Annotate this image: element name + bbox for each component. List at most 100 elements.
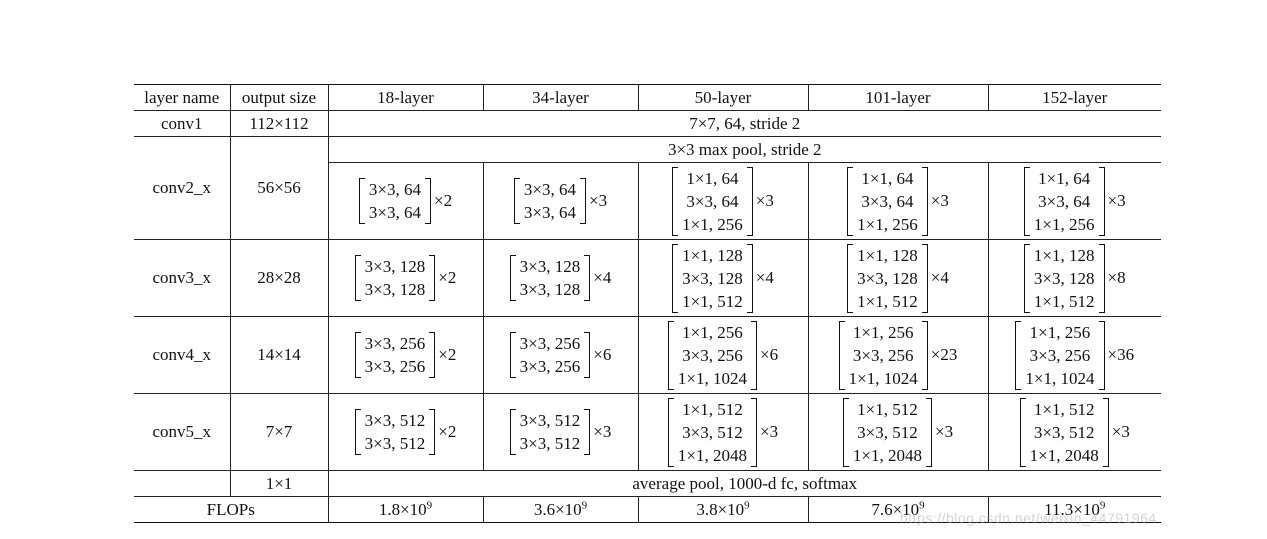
conv3-block-2: 1×1, 128 3×3, 128 1×1, 512 ×4 (637, 239, 809, 317)
residual-block: 1×1, 512 3×3, 512 1×1, 2048 ×3 (1019, 397, 1130, 467)
block-multiplier: ×3 (935, 422, 954, 441)
block-layer-spec: 3×3, 512 (519, 411, 581, 430)
flops-value-3: 7.6×109 (807, 496, 989, 523)
residual-block: 3×3, 64 3×3, 64 ×2 (358, 178, 453, 224)
flops-value-0: 1.8×109 (327, 496, 484, 523)
block-multiplier: ×6 (760, 345, 779, 364)
final-row: 1×1 average pool, 1000-d fc, softmax (134, 470, 1161, 497)
flops-value-1: 3.6×109 (482, 496, 639, 523)
block-bracket: 1×1, 64 3×3, 64 1×1, 256 (1023, 166, 1105, 236)
block-layer-spec: 3×3, 512 (682, 422, 743, 442)
block-layer-spec: 3×3, 256 (519, 334, 581, 353)
conv5-block-1: 3×3, 512 3×3, 512 ×3 (482, 393, 639, 471)
block-layer-spec: 1×1, 512 (682, 399, 743, 419)
block-layer-spec: 1×1, 512 (857, 399, 918, 419)
block-multiplier: ×3 (593, 422, 612, 441)
block-bracket: 3×3, 64 3×3, 64 (513, 178, 587, 224)
conv3-name: conv3_x (134, 239, 231, 317)
header-34-layer: 34-layer (482, 84, 639, 111)
block-multiplier: ×3 (589, 191, 608, 210)
block-bracket: 1×1, 512 3×3, 512 1×1, 2048 (1019, 397, 1109, 467)
header-output-size: output size (229, 84, 329, 111)
conv2-name: conv2_x (134, 136, 231, 240)
block-layer-spec: 3×3, 512 (364, 434, 426, 453)
block-layer-spec: 3×3, 512 (364, 411, 426, 430)
block-bracket: 1×1, 128 3×3, 128 1×1, 512 (672, 243, 753, 313)
block-layer-spec: 3×3, 64 (368, 203, 421, 222)
flops-mantissa: 1.8×10 (378, 499, 427, 519)
block-layer-spec: 1×1, 64 (686, 168, 739, 188)
block-multiplier: ×8 (1107, 268, 1126, 287)
block-layer-spec: 1×1, 2048 (852, 445, 922, 465)
block-layer-spec: 1×1, 256 (682, 214, 743, 234)
flops-exponent: 9 (426, 498, 433, 511)
conv4-name: conv4_x (134, 316, 231, 394)
block-layer-spec: 3×3, 64 (523, 203, 576, 222)
conv1-size: 112×112 (229, 110, 329, 137)
block-bracket: 1×1, 512 3×3, 512 1×1, 2048 (842, 397, 933, 467)
conv3-block-0: 3×3, 128 3×3, 128 ×2 (327, 239, 484, 317)
flops-mantissa: 3.8×10 (696, 499, 745, 519)
block-layer-spec: 3×3, 64 (368, 180, 421, 199)
conv2-blocks-row: 3×3, 64 3×3, 64 ×2 3×3, 64 3×3, 64 ×3 1×1, 64 3… (134, 162, 1161, 240)
block-layer-spec: 3×3, 128 (519, 257, 581, 276)
block-layer-spec: 3×3, 128 (857, 268, 918, 288)
residual-block: 1×1, 128 3×3, 128 1×1, 512 ×8 (1023, 243, 1126, 313)
flops-exponent: 9 (581, 498, 588, 511)
block-layer-spec: 3×3, 256 (364, 334, 426, 353)
conv2-block-1: 3×3, 64 3×3, 64 ×3 (482, 162, 639, 240)
flops-mantissa: 3.6×10 (533, 499, 582, 519)
flops-row: FLOPs 1.8×109 3.6×109 3.8×109 7.6×109 11.3×1… (134, 496, 1161, 523)
block-multiplier: ×3 (760, 422, 779, 441)
block-layer-spec: 1×1, 256 (1029, 322, 1091, 342)
flops-exponent: 9 (919, 498, 925, 511)
block-multiplier: ×3 (930, 191, 949, 210)
block-layer-spec: 1×1, 1024 (1025, 368, 1095, 388)
block-multiplier: ×6 (593, 345, 612, 364)
block-multiplier: ×4 (930, 268, 949, 287)
residual-block: 3×3, 64 3×3, 64 ×3 (513, 178, 608, 224)
block-multiplier: ×36 (1107, 345, 1135, 364)
block-bracket: 1×1, 128 3×3, 128 1×1, 512 (847, 243, 928, 313)
residual-block: 3×3, 128 3×3, 128 ×2 (354, 255, 457, 301)
residual-block: 1×1, 128 3×3, 128 1×1, 512 ×4 (847, 243, 949, 313)
block-layer-spec: 1×1, 2048 (1029, 445, 1099, 465)
block-layer-spec: 3×3, 128 (364, 257, 426, 276)
block-bracket: 1×1, 64 3×3, 64 1×1, 256 (672, 166, 753, 236)
header-18-layer: 18-layer (327, 84, 484, 111)
block-layer-spec: 1×1, 64 (1038, 168, 1091, 188)
block-bracket: 3×3, 128 3×3, 128 (509, 255, 591, 301)
block-multiplier: ×2 (438, 345, 457, 364)
final-size: 1×1 (229, 470, 329, 497)
block-layer-spec: 3×3, 64 (1038, 191, 1091, 211)
flops-exponent: 9 (1099, 498, 1106, 511)
conv5-name: conv5_x (134, 393, 231, 471)
residual-block: 1×1, 64 3×3, 64 1×1, 256 ×3 (1023, 166, 1126, 236)
block-multiplier: ×2 (434, 191, 453, 210)
residual-block: 1×1, 256 3×3, 256 1×1, 1024 ×23 (838, 320, 957, 390)
block-bracket: 1×1, 64 3×3, 64 1×1, 256 (847, 166, 928, 236)
conv1-name: conv1 (134, 110, 231, 137)
residual-block: 3×3, 256 3×3, 256 ×2 (354, 332, 457, 378)
block-layer-spec: 3×3, 128 (682, 268, 743, 288)
flops-exponent: 9 (744, 498, 750, 511)
block-layer-spec: 1×1, 256 (1033, 214, 1095, 234)
block-multiplier: ×3 (1107, 191, 1126, 210)
block-layer-spec: 1×1, 2048 (677, 445, 747, 465)
residual-block: 1×1, 64 3×3, 64 1×1, 256 ×3 (847, 166, 949, 236)
residual-block: 1×1, 128 3×3, 128 1×1, 512 ×4 (672, 243, 774, 313)
block-layer-spec: 3×3, 256 (1029, 345, 1091, 365)
block-layer-spec: 3×3, 512 (857, 422, 918, 442)
block-layer-spec: 1×1, 64 (861, 168, 914, 188)
conv2-block-3: 1×1, 64 3×3, 64 1×1, 256 ×3 (807, 162, 989, 240)
residual-block: 1×1, 256 3×3, 256 1×1, 1024 ×6 (667, 320, 779, 390)
header-101-layer: 101-layer (807, 84, 989, 111)
block-multiplier: ×4 (593, 268, 612, 287)
conv2-block-0: 3×3, 64 3×3, 64 ×2 (327, 162, 484, 240)
residual-block: 1×1, 512 3×3, 512 1×1, 2048 ×3 (842, 397, 954, 467)
residual-block: 1×1, 256 3×3, 256 1×1, 1024 ×36 (1015, 320, 1135, 390)
block-multiplier: ×2 (438, 268, 457, 287)
conv3-row: conv3_x 28×28 3×3, 128 3×3, 128 ×2 3×3, 128… (134, 239, 1161, 317)
block-bracket: 3×3, 256 3×3, 256 (509, 332, 591, 378)
block-layer-spec: 3×3, 128 (364, 280, 426, 299)
